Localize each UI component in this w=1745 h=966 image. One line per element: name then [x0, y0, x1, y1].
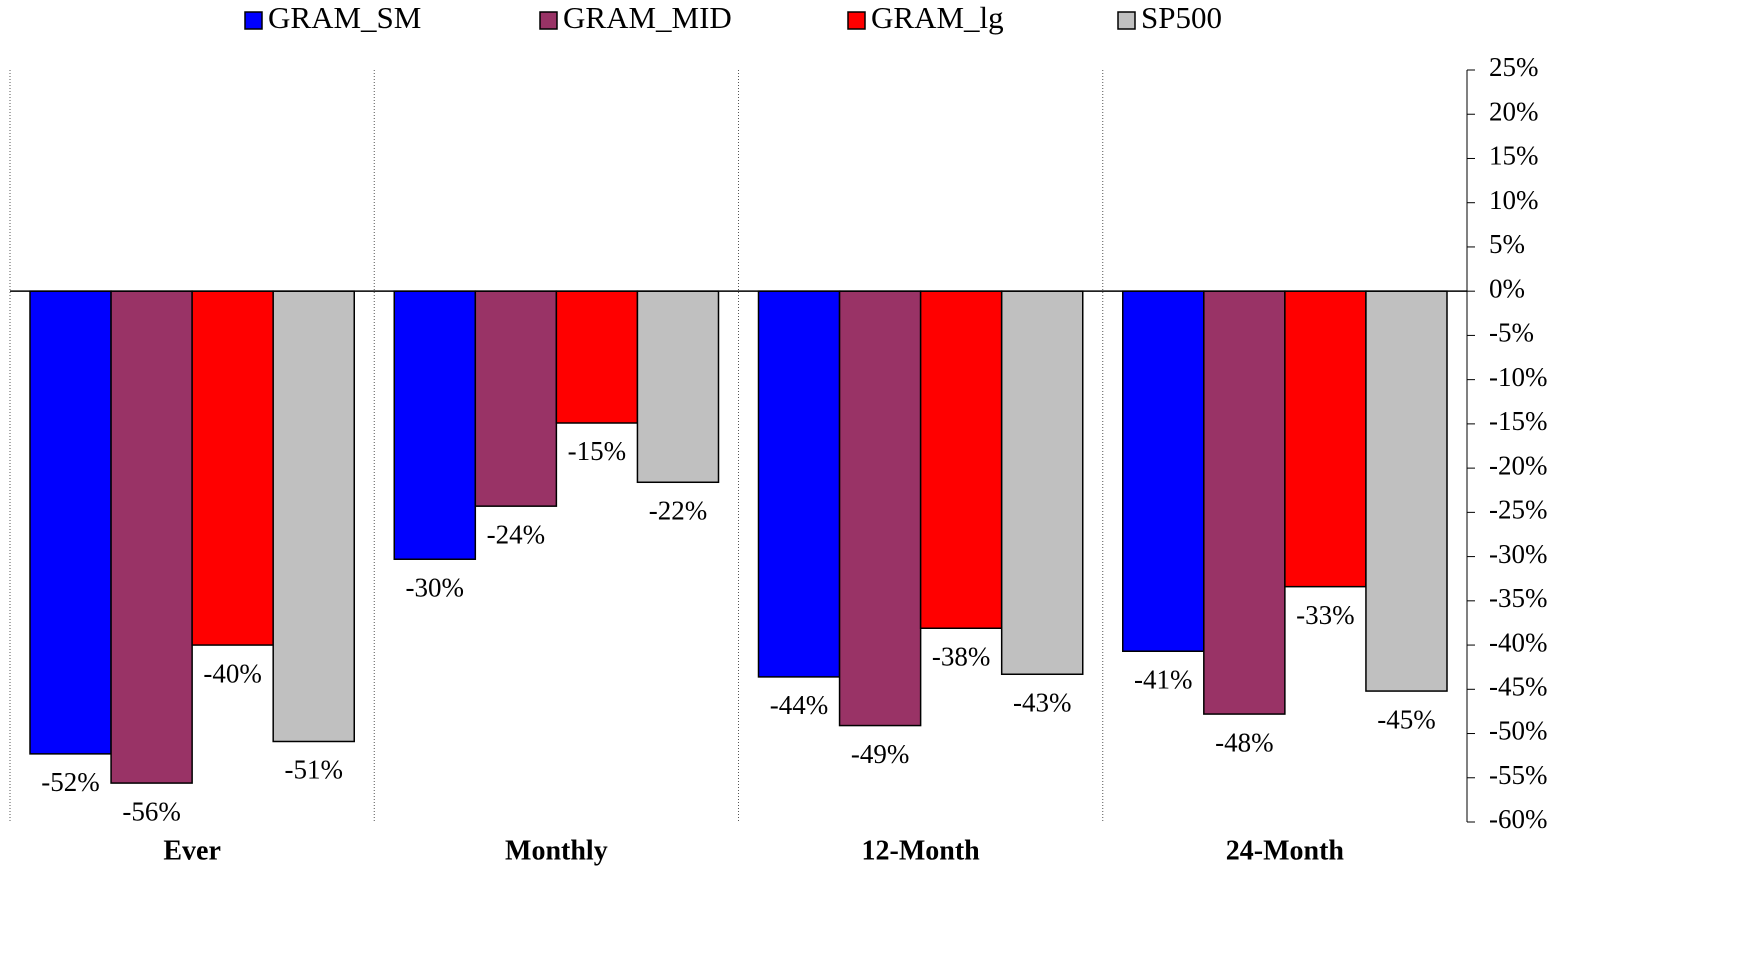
bar [919, 290, 1003, 629]
bar [1203, 290, 1286, 715]
y-tick-label: 10% [1489, 185, 1539, 215]
value-label: -45% [1377, 704, 1435, 734]
value-label: -41% [1134, 664, 1192, 694]
value-label: -48% [1215, 727, 1273, 757]
value-label: -15% [568, 436, 626, 466]
legend-swatch [847, 11, 866, 30]
value-label: -33% [1296, 600, 1354, 630]
y-tick-label: 5% [1489, 229, 1525, 259]
x-tick-label: 24-Month [1226, 835, 1345, 866]
y-tick-label: 0% [1489, 273, 1525, 303]
bar [555, 290, 639, 424]
y-tick-label: -45% [1489, 671, 1547, 701]
y-tick-label: -50% [1489, 716, 1547, 746]
x-tick-label: Monthly [505, 835, 608, 866]
y-tick-label: -15% [1489, 406, 1547, 436]
bar [29, 290, 112, 755]
bar [474, 290, 558, 507]
legend-label: GRAM_SM [268, 0, 421, 35]
bar [757, 290, 841, 678]
legend-swatch [539, 11, 558, 30]
value-label: -40% [203, 658, 261, 688]
bar [636, 290, 720, 484]
y-tick-label: -30% [1489, 539, 1547, 569]
value-label: -38% [932, 641, 990, 671]
y-tick-label: 15% [1489, 141, 1539, 171]
value-label: -49% [851, 739, 909, 769]
value-label: -51% [284, 755, 342, 785]
bar [191, 290, 274, 646]
y-tick-label: 25% [1489, 52, 1539, 82]
legend-swatch [1117, 11, 1136, 30]
y-tick-label: -55% [1489, 760, 1547, 790]
y-tick-label: -10% [1489, 362, 1547, 392]
value-label: -43% [1013, 687, 1071, 717]
y-tick-label: -40% [1489, 627, 1547, 657]
value-label: -44% [770, 690, 828, 720]
y-tick-label: -60% [1489, 804, 1547, 834]
x-tick-label: Ever [163, 835, 221, 866]
bar [1284, 290, 1367, 588]
y-tick-label: -35% [1489, 583, 1547, 613]
y-tick-label: 20% [1489, 96, 1539, 126]
bar [272, 290, 355, 743]
y-tick-label: -25% [1489, 495, 1547, 525]
value-label: -30% [406, 572, 464, 602]
x-tick-label: 12-Month [862, 835, 981, 866]
legend-swatch [244, 11, 263, 30]
legend-label: GRAM_MID [563, 0, 732, 35]
y-tick-label: -5% [1489, 318, 1534, 348]
y-tick-label: -20% [1489, 450, 1547, 480]
bar [1365, 290, 1448, 692]
bar [393, 290, 477, 560]
bar [110, 290, 193, 784]
bar [1000, 290, 1084, 676]
bar [838, 290, 922, 727]
value-label: -56% [122, 796, 180, 826]
legend-label: GRAM_lg [871, 0, 1004, 35]
value-label: -24% [487, 519, 545, 549]
value-label: -22% [649, 495, 707, 525]
value-label: -52% [41, 767, 99, 797]
bar [1122, 290, 1205, 653]
legend-label: SP500 [1141, 0, 1222, 35]
